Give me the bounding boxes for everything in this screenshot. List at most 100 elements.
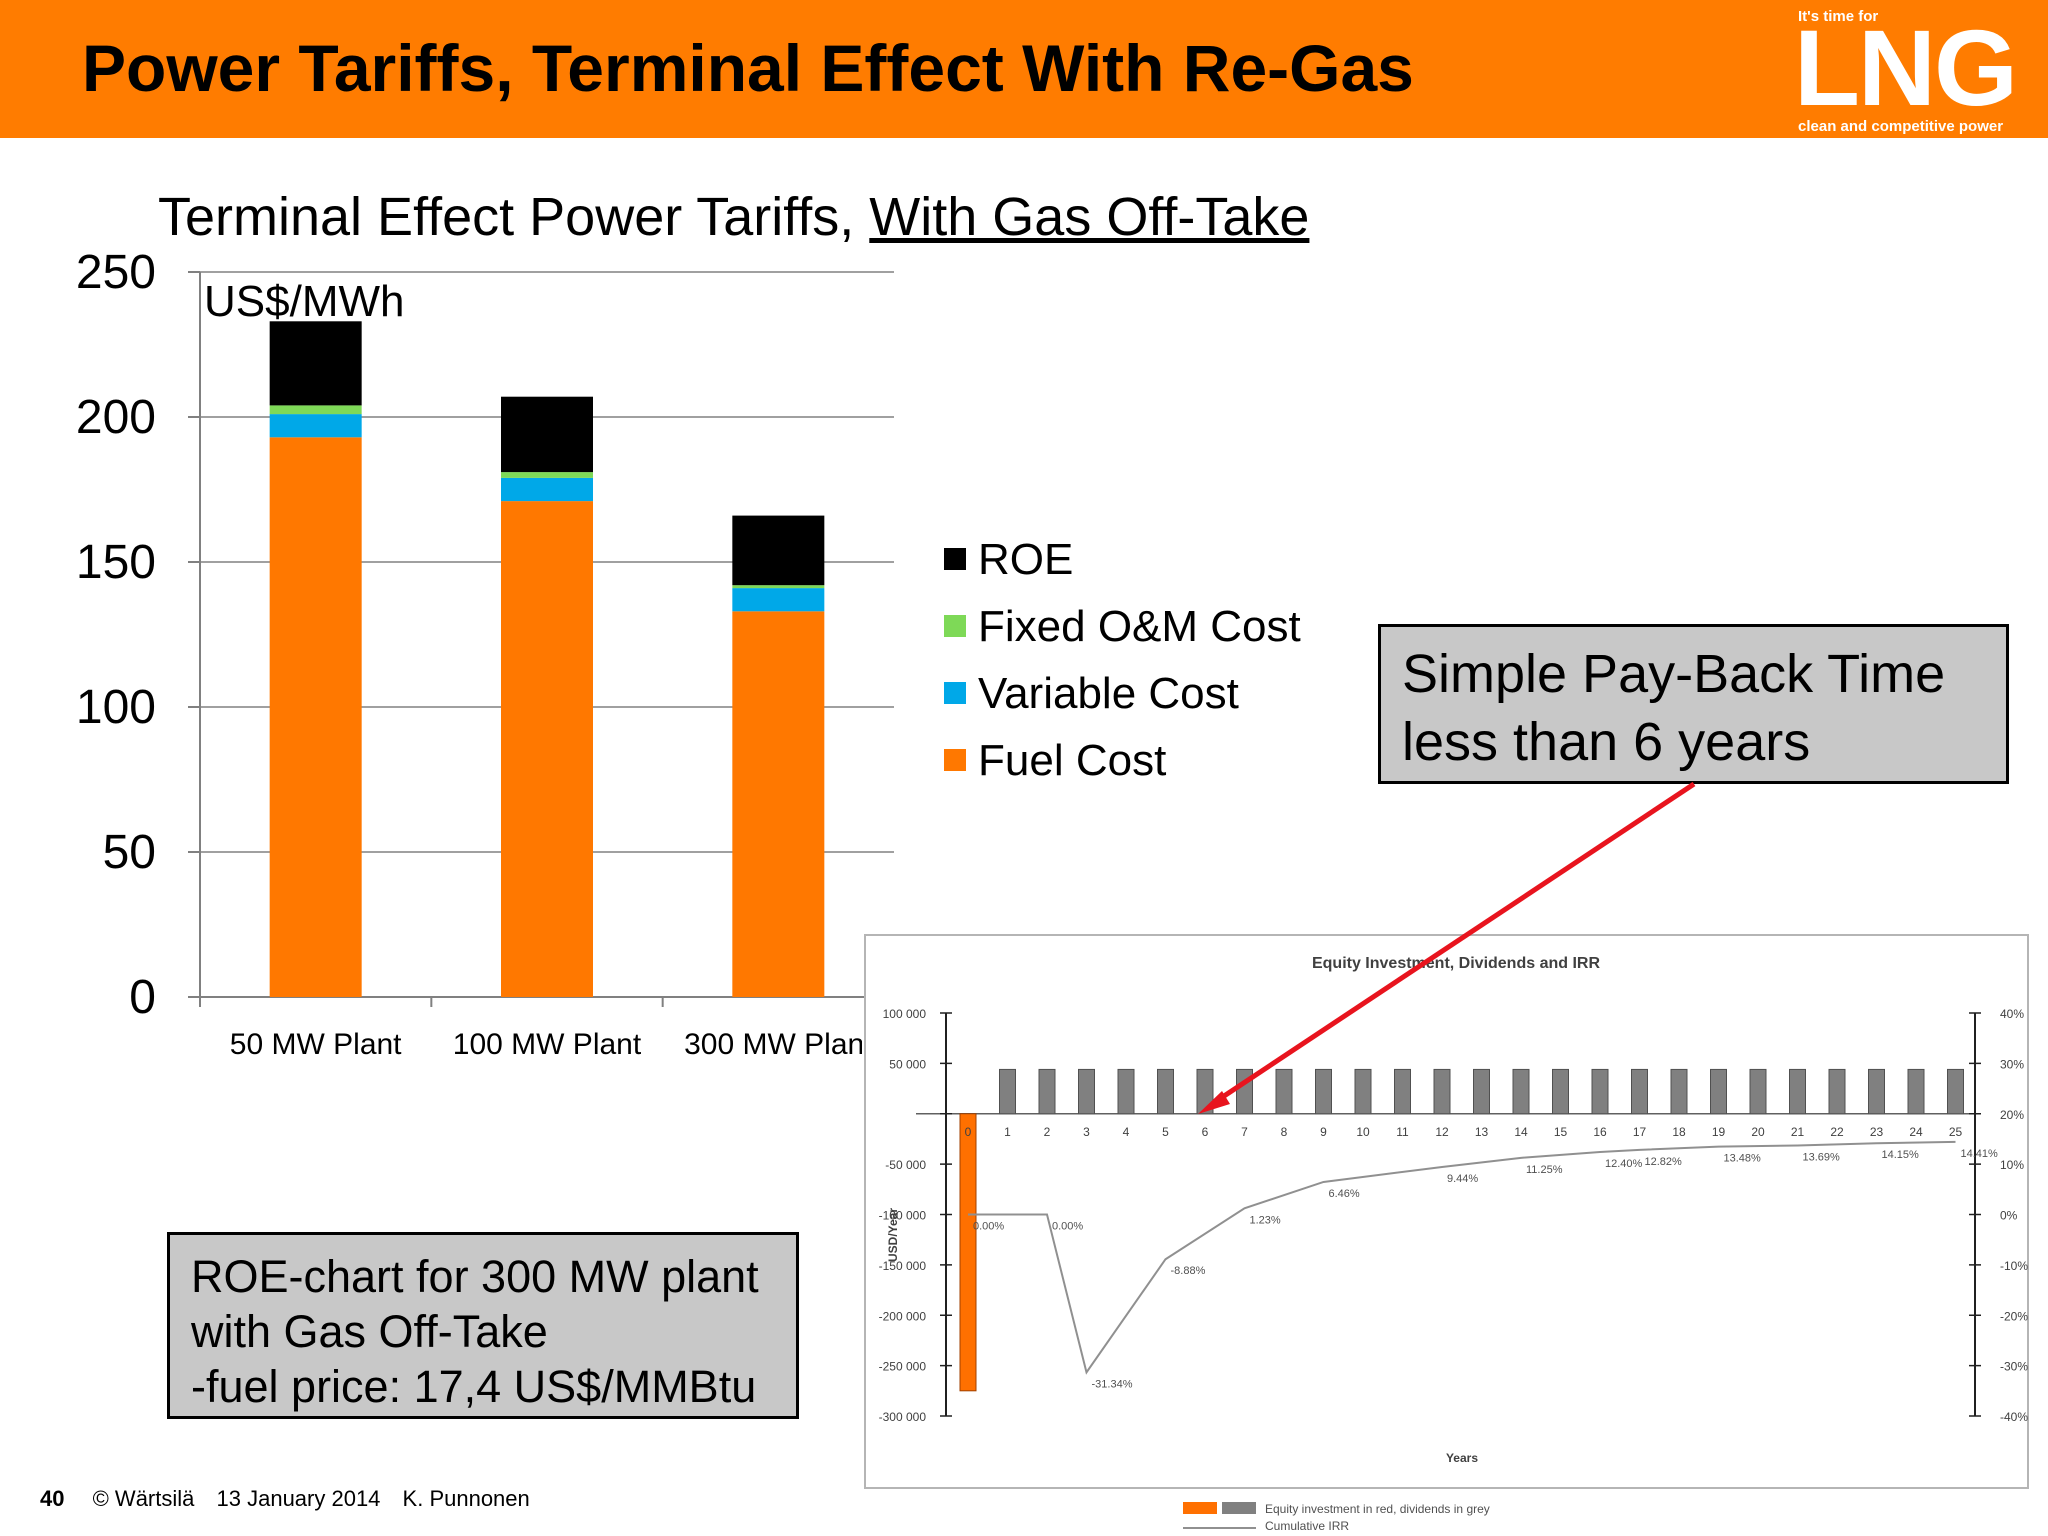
inset-year-label: 7 — [1241, 1125, 1248, 1139]
inset-dividend-bar — [1749, 1068, 1767, 1115]
inset-year-label: 9 — [1320, 1125, 1327, 1139]
legend-label-roe: ROE — [978, 535, 1074, 584]
inset-dividend-bar — [1354, 1068, 1372, 1115]
roe-note-line1: ROE-chart for 300 MW plant — [191, 1251, 759, 1302]
inset-irr-label: 6.46% — [1329, 1188, 1360, 1200]
logo-tagline-top: It's time for — [1798, 8, 1879, 25]
chart-title-main: Terminal Effect Power Tariffs, — [158, 187, 855, 247]
payback-callout-line1: Simple Pay-Back Time — [1402, 644, 1946, 704]
inset-dividend-bar — [1394, 1068, 1411, 1115]
inset-dividend-bar — [1907, 1068, 1925, 1115]
inset-year-label: 25 — [1949, 1125, 1963, 1139]
inset-left-tick-label: -150 000 — [879, 1259, 927, 1273]
inset-irr-label: 1.23% — [1250, 1214, 1281, 1226]
bar-segment-variable-cost — [501, 477, 593, 502]
inset-dividend-bar — [999, 1068, 1016, 1115]
inset-dividend-bar — [1947, 1068, 1964, 1115]
inset-year-label: 11 — [1396, 1125, 1409, 1139]
inset-right-tick-label: 0% — [2000, 1209, 2018, 1223]
inset-right-tick-label: 10% — [2000, 1158, 2024, 1172]
y-axis-unit: US$/MWh — [204, 277, 404, 326]
inset-year-label: 6 — [1202, 1125, 1209, 1139]
inset-irr-label: 12.40% — [1605, 1158, 1643, 1170]
inset-dividend-bar — [1157, 1068, 1174, 1115]
bar-segment-roe — [732, 515, 825, 586]
inset-irr-label: 12.82% — [1645, 1156, 1683, 1168]
payback-callout-line2: less than 6 years — [1402, 712, 1811, 772]
legend-swatch-fixed-om — [944, 615, 966, 637]
inset-right-tick-label: -30% — [2000, 1360, 2028, 1374]
y-tick-label: 150 — [76, 536, 156, 589]
inset-dividend-bar — [1552, 1068, 1569, 1115]
inset-irr-label: 9.44% — [1447, 1173, 1478, 1185]
payback-callout: Simple Pay-Back Time less than 6 years — [1378, 624, 2009, 784]
header-bar: Power Tariffs, Terminal Effect With Re-G… — [0, 0, 2048, 138]
inset-year-label: 14 — [1514, 1125, 1528, 1139]
inset-year-label: 24 — [1909, 1125, 1923, 1139]
inset-left-tick-label: -200 000 — [879, 1309, 927, 1323]
inset-title: Equity Investment, Dividends and IRR — [1312, 955, 1600, 972]
inset-year-label: 10 — [1356, 1125, 1370, 1139]
inset-irr-label: 0.00% — [973, 1221, 1004, 1233]
inset-left-tick-label: -50 000 — [885, 1158, 926, 1172]
footer-author: K. Punnonen — [402, 1486, 530, 1511]
inset-year-label: 1 — [1004, 1125, 1011, 1139]
inset-dividend-bar — [1433, 1068, 1451, 1115]
inset-investment-bar — [959, 1113, 977, 1392]
inset-legend-label-bars: Equity investment in red, dividends in g… — [1265, 1502, 1490, 1516]
legend-label-variable: Variable Cost — [978, 669, 1239, 718]
bar-segment-fixed-o-m-cost — [732, 585, 825, 589]
inset-year-label: 15 — [1554, 1125, 1568, 1139]
bar-segment-fuel-cost — [269, 437, 362, 997]
inset-year-label: 2 — [1044, 1125, 1051, 1139]
inset-year-label: 0 — [965, 1125, 972, 1139]
bar-segment-fuel-cost — [732, 611, 825, 997]
inset-dividend-bar — [1315, 1068, 1332, 1115]
inset-irr-label: 14.15% — [1882, 1149, 1920, 1161]
footer: 40 © Wärtsilä 13 January 2014 K. Punnone… — [40, 1486, 546, 1512]
inset-year-label: 16 — [1593, 1125, 1607, 1139]
roe-note-line2: with Gas Off-Take — [191, 1306, 548, 1357]
bar-segment-variable-cost — [269, 414, 362, 438]
y-tick-label: 50 — [103, 826, 156, 879]
inset-left-tick-label: 50 000 — [889, 1057, 926, 1071]
inset-year-label: 4 — [1123, 1125, 1130, 1139]
y-tick-label: 0 — [129, 971, 156, 1024]
y-tick-label: 100 — [76, 681, 156, 734]
y-tick-label: 200 — [76, 391, 156, 444]
chart-title-underlined: With Gas Off-Take — [869, 187, 1310, 247]
inset-dividend-bar — [1591, 1068, 1609, 1115]
inset-irr-label: 13.69% — [1803, 1152, 1841, 1164]
inset-irr-label: -31.34% — [1092, 1378, 1133, 1390]
bar-segment-fuel-cost — [501, 501, 593, 997]
bar-segment-roe — [269, 321, 362, 406]
inset-irr-label: -8.88% — [1171, 1265, 1206, 1277]
inset-year-label: 8 — [1281, 1125, 1288, 1139]
footer-copyright: © Wärtsilä — [92, 1486, 195, 1511]
inset-dividend-bar — [1512, 1068, 1530, 1115]
inset-irr-label: 0.00% — [1052, 1221, 1083, 1233]
inset-right-tick-label: -10% — [2000, 1259, 2028, 1273]
inset-year-label: 13 — [1475, 1125, 1489, 1139]
equity-irr-chart-frame — [864, 934, 2029, 1489]
bar-segment-fixed-o-m-cost — [269, 405, 362, 415]
chart-title: Terminal Effect Power Tariffs, With Gas … — [158, 186, 1309, 248]
inset-right-tick-label: 40% — [2000, 1007, 2024, 1021]
inset-dividend-bar — [1828, 1068, 1846, 1115]
inset-left-tick-label: -300 000 — [879, 1410, 927, 1424]
y-tick-label: 250 — [76, 246, 156, 299]
inset-year-label: 17 — [1633, 1125, 1647, 1139]
inset-dividend-bar — [1275, 1068, 1293, 1115]
payback-arrow-line — [1210, 781, 1696, 1107]
inset-y-axis-label: USD/Year — [886, 1208, 900, 1262]
inset-year-label: 20 — [1751, 1125, 1765, 1139]
inset-legend-label-irr: Cumulative IRR — [1265, 1519, 1349, 1533]
x-tick-label: 100 MW Plant — [453, 1028, 642, 1061]
inset-dividend-bar — [1078, 1068, 1095, 1115]
x-tick-label: 300 MW Plant — [684, 1028, 873, 1061]
inset-left-tick-label: -100 000 — [879, 1209, 927, 1223]
bar-segment-roe — [501, 396, 593, 473]
